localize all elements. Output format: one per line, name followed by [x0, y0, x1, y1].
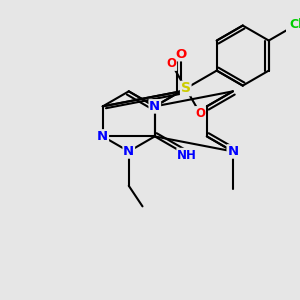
Text: N: N: [97, 130, 108, 143]
Text: Cl: Cl: [290, 18, 300, 31]
Text: O: O: [175, 48, 186, 61]
Text: N: N: [149, 100, 160, 113]
Text: NH: NH: [177, 148, 197, 161]
Text: O: O: [167, 57, 176, 70]
Text: O: O: [195, 107, 205, 120]
Text: N: N: [123, 145, 134, 158]
Text: S: S: [181, 82, 191, 95]
Text: N: N: [227, 145, 239, 158]
